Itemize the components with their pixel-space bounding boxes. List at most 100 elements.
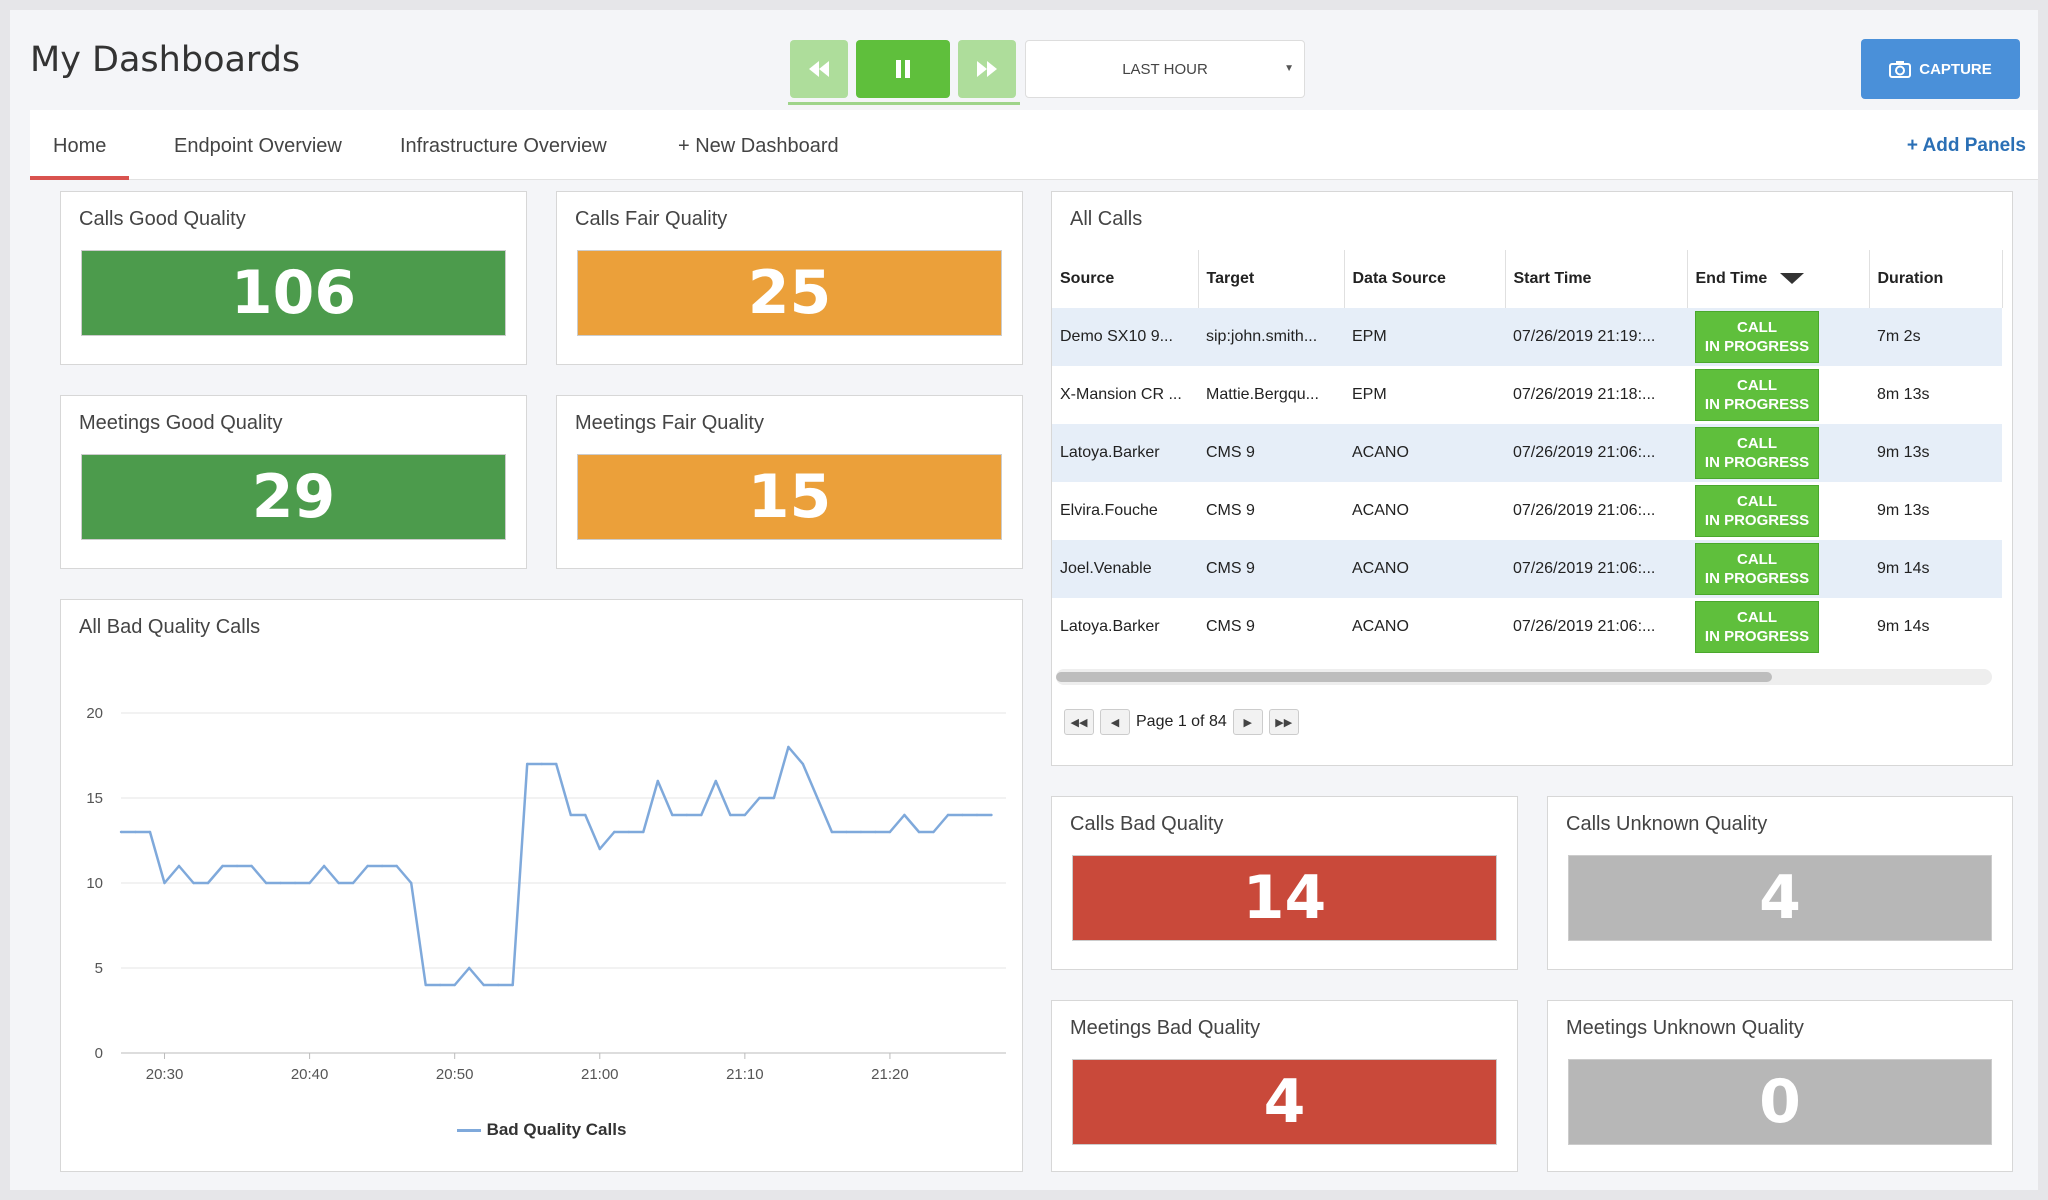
prev-page-button[interactable]: ◀ xyxy=(1100,709,1130,735)
cell-end-time: CALL IN PROGRESS xyxy=(1687,540,1869,598)
column-header-end-time[interactable]: End Time xyxy=(1687,250,1870,308)
table-row[interactable]: Elvira.Fouche CMS 9 ACANO 07/26/2019 21:06:… xyxy=(1052,482,2002,540)
status-line: IN PROGRESS xyxy=(1704,396,1810,413)
cell-target: sip:john.smith... xyxy=(1198,308,1344,366)
data-point xyxy=(961,813,964,817)
data-point xyxy=(685,813,689,817)
column-header-duration[interactable]: Duration xyxy=(1869,250,2003,308)
data-point xyxy=(148,830,152,834)
column-header-data-source[interactable]: Data Source xyxy=(1344,250,1506,308)
data-point xyxy=(656,779,660,783)
data-point xyxy=(424,983,427,987)
y-tick-label: 20 xyxy=(86,705,103,722)
status-line: IN PROGRESS xyxy=(1704,570,1810,587)
data-point xyxy=(438,983,442,987)
capture-label: CAPTURE xyxy=(1919,60,1992,78)
column-header-target[interactable]: Target xyxy=(1198,250,1345,308)
pause-icon xyxy=(896,60,910,78)
tab-label: Endpoint Overview xyxy=(174,135,342,157)
data-point xyxy=(816,796,819,800)
pause-button[interactable] xyxy=(856,40,950,98)
last-page-button[interactable]: ▶▶ xyxy=(1268,709,1299,735)
status-line: IN PROGRESS xyxy=(1704,454,1810,471)
fast-forward-button[interactable] xyxy=(958,40,1016,98)
data-point xyxy=(322,864,326,868)
data-point xyxy=(830,830,834,834)
x-tick-label: 21:20 xyxy=(871,1066,909,1083)
column-header-label: End Time xyxy=(1695,270,1768,287)
bad-quality-calls-chart: 0 5 10 15 20 20:30 20:40 20:50 21:00 21:10 21:20 xyxy=(86,705,1006,1083)
status-badge: CALL IN PROGRESS xyxy=(1695,369,1819,421)
playback-controls xyxy=(780,30,1020,106)
table-row[interactable]: Joel.Venable CMS 9 ACANO 07/26/2019 21:06:.… xyxy=(1052,540,2002,598)
status-line: CALL xyxy=(1737,319,1777,336)
cell-source[interactable]: X-Mansion CR ... xyxy=(1060,386,1182,403)
bad-quality-calls-chart-panel: All Bad Quality Calls 0 5 10 15 20 20:30 20:40… xyxy=(60,599,1023,1172)
y-tick-label: 15 xyxy=(86,790,103,807)
cell-target: CMS 9 xyxy=(1198,540,1344,598)
panel-title: Calls Bad Quality xyxy=(1070,813,1224,835)
table-row[interactable]: Demo SX10 9... sip:john.smith... EPM 07/26/… xyxy=(1052,308,2002,366)
cell-data-source: EPM xyxy=(1344,308,1505,366)
first-page-icon: ◀◀ xyxy=(1070,716,1088,729)
fast-forward-icon xyxy=(977,61,997,77)
cell-duration: 9m 14s xyxy=(1869,540,2002,598)
data-point xyxy=(801,762,805,766)
calls-table: Source Target Data Source Start Time End… xyxy=(1052,250,2003,656)
panel-title: Calls Good Quality xyxy=(79,208,246,230)
cell-end-time: CALL IN PROGRESS xyxy=(1687,598,1869,656)
pagination: ◀◀ ◀ Page 1 of 84 ▶ ▶▶ xyxy=(1064,707,1299,737)
table-row[interactable]: Latoya.Barker CMS 9 ACANO 07/26/2019 21:06:… xyxy=(1052,424,2002,482)
scrollbar-thumb[interactable] xyxy=(1056,672,1772,682)
cell-end-time: CALL IN PROGRESS xyxy=(1687,308,1869,366)
status-badge: CALL IN PROGRESS xyxy=(1695,427,1819,479)
next-page-icon: ▶ xyxy=(1243,716,1252,729)
data-point xyxy=(293,881,297,885)
data-point xyxy=(351,881,355,885)
data-point xyxy=(555,762,558,766)
column-header-source[interactable]: Source xyxy=(1052,250,1199,308)
tab-new-dashboard[interactable]: + New Dashboard xyxy=(678,110,839,180)
y-tick-label: 10 xyxy=(86,875,103,892)
time-range-value: LAST HOUR xyxy=(1122,60,1208,78)
panel-title: Calls Fair Quality xyxy=(575,208,728,230)
data-point xyxy=(497,983,500,987)
data-point xyxy=(134,830,137,834)
cell-source: Joel.Venable xyxy=(1052,540,1198,598)
cell-source[interactable]: Demo SX10 9... xyxy=(1052,308,1198,366)
cell-target: Mattie.Bergqu... xyxy=(1206,386,1319,403)
rewind-button[interactable] xyxy=(790,40,848,98)
cell-start-time: 07/26/2019 21:06:... xyxy=(1505,424,1687,482)
x-tick-label: 20:40 xyxy=(291,1066,329,1083)
data-point xyxy=(903,813,906,817)
status-line: CALL xyxy=(1737,435,1777,452)
data-point xyxy=(729,813,732,817)
all-calls-panel: All Calls Source Target Data Source Star… xyxy=(1051,191,2013,766)
tab-home[interactable]: Home xyxy=(30,110,130,180)
add-panels-button[interactable]: + Add Panels xyxy=(1906,135,2026,156)
panel-title: Meetings Bad Quality xyxy=(1070,1017,1261,1039)
data-point xyxy=(743,813,747,817)
capture-button[interactable]: CAPTURE xyxy=(1861,39,2020,99)
next-page-button[interactable]: ▶ xyxy=(1232,709,1263,735)
data-point xyxy=(308,881,311,885)
tab-endpoint-overview[interactable]: Endpoint Overview xyxy=(174,110,342,180)
panel-title: All Calls xyxy=(1070,208,1143,230)
data-point xyxy=(206,881,210,885)
first-page-button[interactable]: ◀◀ xyxy=(1064,709,1094,735)
data-point xyxy=(192,881,195,885)
calls-unknown-quality-panel: Calls Unknown Quality 4 xyxy=(1547,796,2013,970)
tab-infrastructure-overview[interactable]: Infrastructure Overview xyxy=(400,110,607,180)
column-header-start-time[interactable]: Start Time xyxy=(1505,250,1688,308)
meetings-unknown-quality-panel: Meetings Unknown Quality 0 xyxy=(1547,1000,2013,1172)
table-row[interactable]: X-Mansion CR ... Mattie.Bergqu... EPM 07/26… xyxy=(1052,366,2002,424)
table-row[interactable]: Latoya.Barker CMS 9 ACANO 07/26/2019 21:06:… xyxy=(1052,598,2002,656)
chart-legend[interactable]: Bad Quality Calls xyxy=(61,1120,1022,1140)
rewind-icon xyxy=(809,61,829,77)
status-badge: CALL IN PROGRESS xyxy=(1695,543,1819,595)
status-badge: CALL IN PROGRESS xyxy=(1695,311,1819,363)
horizontal-scrollbar[interactable] xyxy=(1056,669,1992,685)
cell-start-time: 07/26/2019 21:06:... xyxy=(1513,618,1656,635)
cell-start-time: 07/26/2019 21:06:... xyxy=(1513,502,1656,519)
time-range-select[interactable]: LAST HOUR ▼ xyxy=(1025,40,1305,98)
